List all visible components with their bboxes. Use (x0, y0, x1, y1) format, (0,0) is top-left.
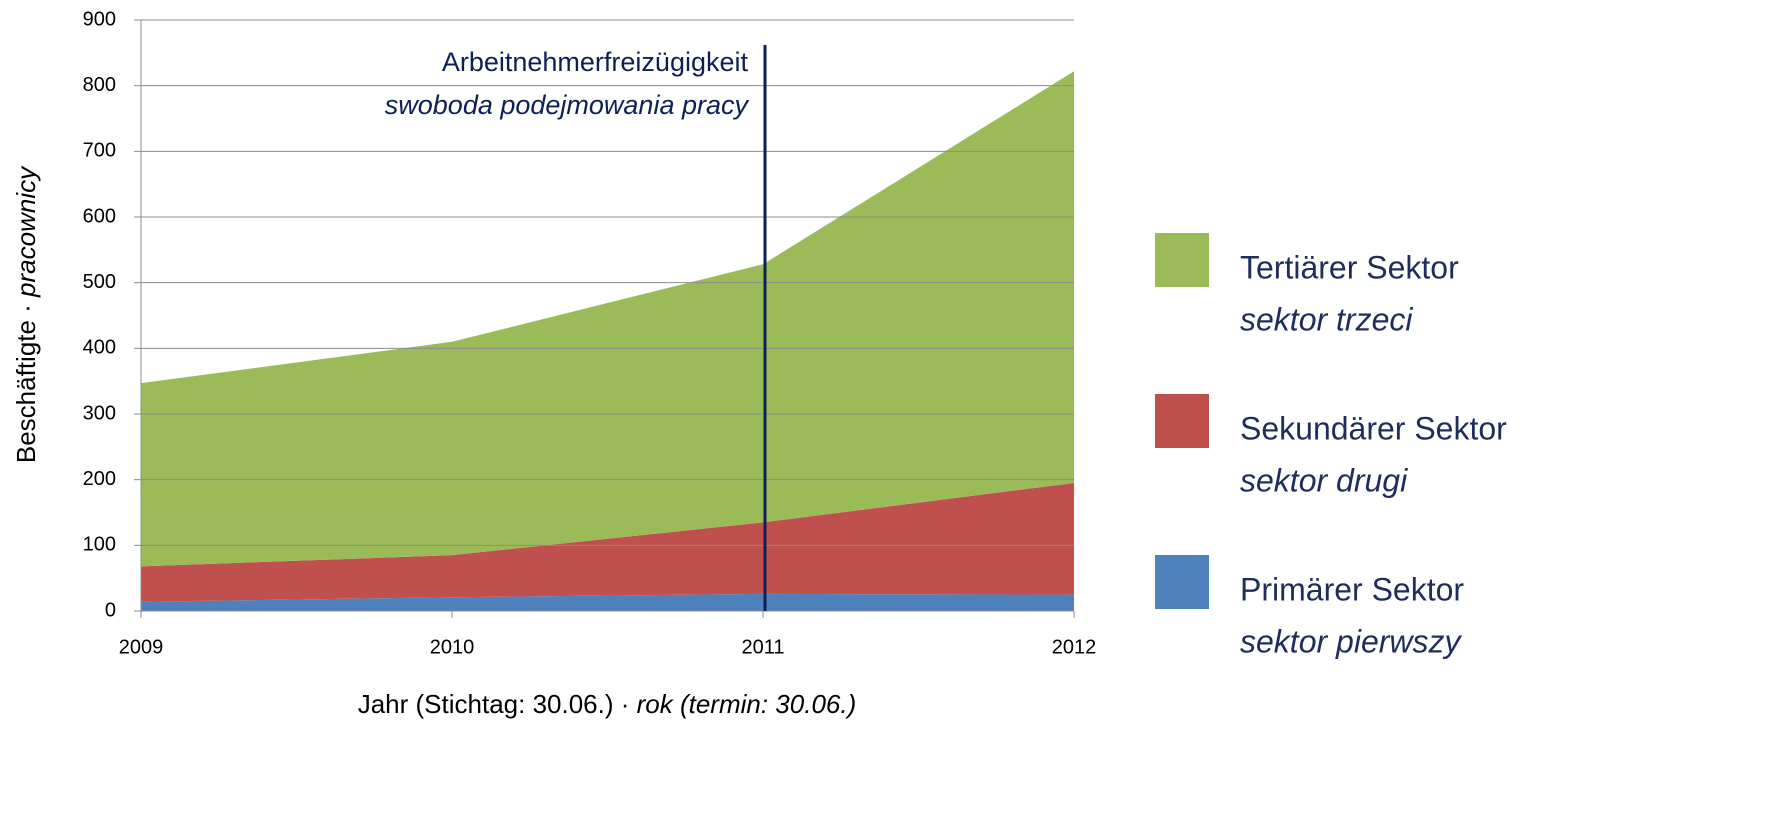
legend-label: Tertiärer Sektor (1240, 249, 1459, 285)
y-tick-label: 300 (83, 402, 116, 424)
x-label-pl: rok (termin: 30.06.) (637, 689, 857, 719)
y-tick-label: 900 (83, 8, 116, 30)
x-label-de: Jahr (Stichtag: 30.06.) · (358, 689, 637, 719)
y-tick-label: 100 (83, 534, 116, 556)
annotation-text-pl: swoboda podejmowania pracy (385, 90, 750, 120)
y-tick-label: 600 (83, 205, 116, 227)
area (141, 593, 1074, 611)
y-tick-label: 400 (83, 337, 116, 359)
legend-label-pl: sektor trzeci (1240, 301, 1413, 337)
areas (141, 71, 1074, 611)
y-tick-label: 700 (83, 140, 116, 162)
area (141, 71, 1074, 567)
area (141, 482, 1074, 602)
legend-label-pl: sektor pierwszy (1240, 623, 1463, 659)
x-axis-label: Jahr (Stichtag: 30.06.) · rok (termin: 3… (358, 689, 857, 719)
x-tick-label: 2009 (119, 636, 164, 658)
x-tick-label: 2011 (741, 636, 784, 658)
legend-swatch (1155, 555, 1209, 609)
legend-label: Primärer Sektor (1240, 571, 1464, 607)
y-tick-label: 500 (83, 271, 116, 293)
y-tick-label: 800 (83, 74, 116, 96)
y-label-pl: pracownicy (11, 165, 41, 298)
y-axis-label: Beschäftigte · pracownicy (11, 165, 41, 463)
legend-swatch (1155, 394, 1209, 448)
x-tick-label: 2012 (1052, 636, 1097, 658)
y-tick-label: 200 (83, 468, 116, 490)
legend-label: Sekundärer Sektor (1240, 410, 1507, 446)
annotation-text: Arbeitnehmerfreizügigkeit (442, 47, 749, 77)
legend-swatch (1155, 233, 1209, 287)
y-label-de: Beschäftigte · (11, 297, 41, 463)
y-tick-label: 0 (105, 599, 116, 621)
legend-label-pl: sektor drugi (1240, 462, 1408, 498)
x-tick-label: 2010 (430, 636, 475, 658)
